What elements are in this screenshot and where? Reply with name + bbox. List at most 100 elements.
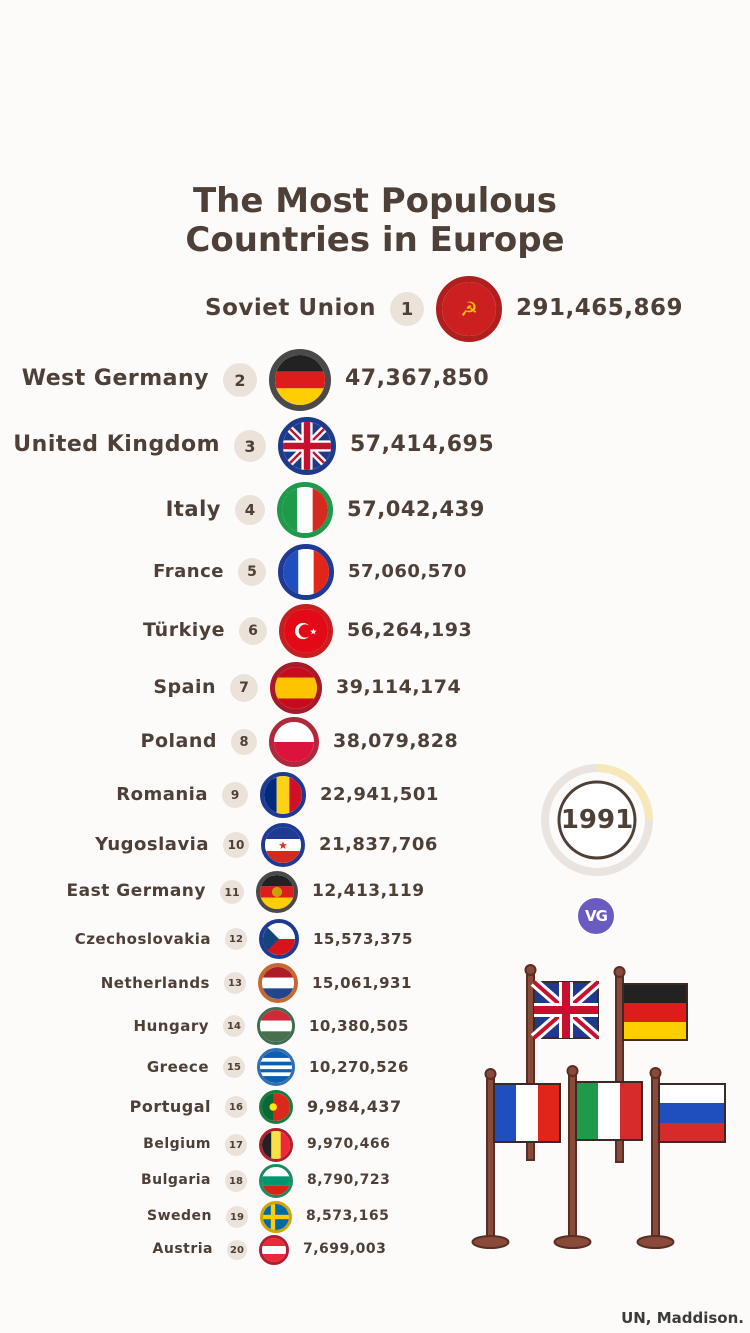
ranking-row: Greece 15 10,270,526	[0, 1048, 750, 1086]
rank-badge: 9	[222, 782, 248, 808]
east-germany-flag-icon	[256, 871, 298, 913]
rank-badge: 5	[238, 558, 266, 586]
austria-flag-icon	[259, 1235, 289, 1265]
population-value: 22,941,501	[320, 783, 439, 805]
rank-badge: 6	[239, 617, 267, 645]
ranking-row: Yugoslavia 10 ★ 21,837,706	[0, 823, 750, 867]
ranking-row: Sweden 19 8,573,165	[0, 1201, 750, 1233]
country-name: Romania	[116, 783, 208, 805]
rank-badge: 4	[235, 495, 265, 525]
rank-badge: 11	[220, 880, 244, 904]
ranking-row: Türkiye 6 ★ 56,264,193	[0, 604, 750, 658]
country-name: Türkiye	[143, 619, 225, 642]
rank-badge: 10	[223, 832, 249, 858]
country-name: Czechoslovakia	[74, 929, 211, 948]
population-value: 38,079,828	[333, 730, 459, 753]
population-value: 10,380,505	[309, 1016, 409, 1035]
ranking-row: Netherlands 13 15,061,931	[0, 963, 750, 1003]
population-value: 9,984,437	[307, 1097, 402, 1117]
ranking-row: Bulgaria 18 8,790,723	[0, 1164, 750, 1198]
title-line-1: The Most Populous	[192, 181, 558, 221]
population-value: 9,970,466	[307, 1136, 391, 1153]
ranking-row: Czechoslovakia 12 15,573,375	[0, 919, 750, 959]
ranking-row: Portugal 16 9,984,437	[0, 1090, 750, 1124]
italy-waving-flag-icon	[575, 1081, 643, 1141]
svg-text:★: ★	[278, 839, 288, 852]
greece-flag-icon	[257, 1048, 295, 1086]
country-name: Sweden	[147, 1208, 212, 1225]
country-name: Yugoslavia	[95, 833, 209, 855]
ranking-row: Spain 7 39,114,174	[0, 662, 750, 714]
rank-badge: 16	[225, 1096, 247, 1118]
country-name: Soviet Union	[205, 294, 376, 321]
country-name: East Germany	[66, 881, 206, 902]
rank-badge: 1	[390, 292, 424, 326]
population-value: 7,699,003	[303, 1241, 387, 1258]
united-kingdom-flag-icon	[278, 417, 336, 475]
uk-waving-flag-icon	[530, 978, 602, 1042]
population-value: 291,465,869	[516, 294, 684, 321]
poland-flag-icon	[269, 717, 319, 767]
soviet-union-flag-icon: ☭	[436, 276, 502, 342]
ranking-row: France 5 57,060,570	[0, 544, 750, 600]
rank-badge: 19	[226, 1206, 248, 1228]
ranking-row: Belgium 17 9,970,466	[0, 1128, 750, 1162]
population-value: 10,270,526	[309, 1057, 409, 1076]
population-value: 12,413,119	[312, 881, 425, 902]
ranking-row: West Germany 2 47,367,850	[0, 349, 750, 411]
ranking-row: Italy 4 57,042,439	[0, 482, 750, 538]
country-name: Bulgaria	[140, 1172, 211, 1189]
hungary-flag-icon	[257, 1007, 295, 1045]
portugal-flag-icon	[259, 1090, 293, 1124]
country-name: United Kingdom	[13, 432, 220, 458]
country-name: Poland	[140, 730, 217, 753]
country-name: Italy	[165, 496, 221, 521]
ranking-row: Poland 8 38,079,828	[0, 717, 750, 767]
turkiye-flag-icon: ★	[279, 604, 333, 658]
year-progress-ring	[541, 764, 653, 876]
population-value: 57,060,570	[348, 560, 467, 582]
population-value: 15,061,931	[312, 973, 412, 992]
rank-badge: 17	[225, 1134, 247, 1156]
country-name: Greece	[146, 1057, 209, 1076]
population-value: 15,573,375	[313, 929, 413, 948]
yugoslavia-flag-icon: ★	[261, 823, 305, 867]
country-name: France	[153, 560, 224, 582]
vg-logo: VG	[578, 898, 614, 934]
source-credit: UN, Maddison.	[621, 1309, 744, 1327]
country-name: Austria	[152, 1241, 213, 1258]
rank-badge: 18	[225, 1170, 247, 1192]
population-value: 56,264,193	[347, 619, 473, 642]
chart-title: The Most Populous Countries in Europe	[0, 182, 750, 260]
netherlands-flag-icon	[258, 963, 298, 1003]
rank-badge: 12	[225, 928, 247, 950]
population-value: 57,042,439	[347, 496, 485, 521]
rank-badge: 8	[231, 729, 257, 755]
ranking-row: Austria 20 7,699,003	[0, 1235, 750, 1265]
rank-badge: 7	[230, 674, 258, 702]
country-name: Hungary	[133, 1016, 209, 1035]
spain-flag-icon	[270, 662, 322, 714]
flags-illustration	[471, 964, 726, 1249]
italy-flag-icon	[277, 482, 333, 538]
country-name: Belgium	[143, 1136, 211, 1153]
bulgaria-flag-icon	[259, 1164, 293, 1198]
year-label: 1991	[560, 805, 634, 835]
rank-badge: 3	[234, 430, 266, 462]
rank-badge: 2	[223, 363, 257, 397]
france-flag-icon	[278, 544, 334, 600]
germany-waving-flag-icon	[622, 983, 688, 1041]
svg-text:★: ★	[309, 628, 317, 638]
population-value: 57,414,695	[350, 432, 495, 458]
country-name: Spain	[153, 676, 216, 699]
country-name: Netherlands	[100, 973, 210, 992]
czechoslovakia-flag-icon	[259, 919, 299, 959]
country-name: Portugal	[129, 1097, 211, 1117]
ranking-row: Soviet Union 1 ☭ 291,465,869	[0, 276, 750, 342]
russia-waving-flag-icon	[658, 1083, 726, 1143]
population-value: 39,114,174	[336, 676, 462, 699]
ranking-row: East Germany 11 12,413,119	[0, 871, 750, 913]
rank-badge: 15	[223, 1056, 245, 1078]
rank-badge: 20	[227, 1240, 247, 1260]
ranking-row: Hungary 14 10,380,505	[0, 1007, 750, 1045]
